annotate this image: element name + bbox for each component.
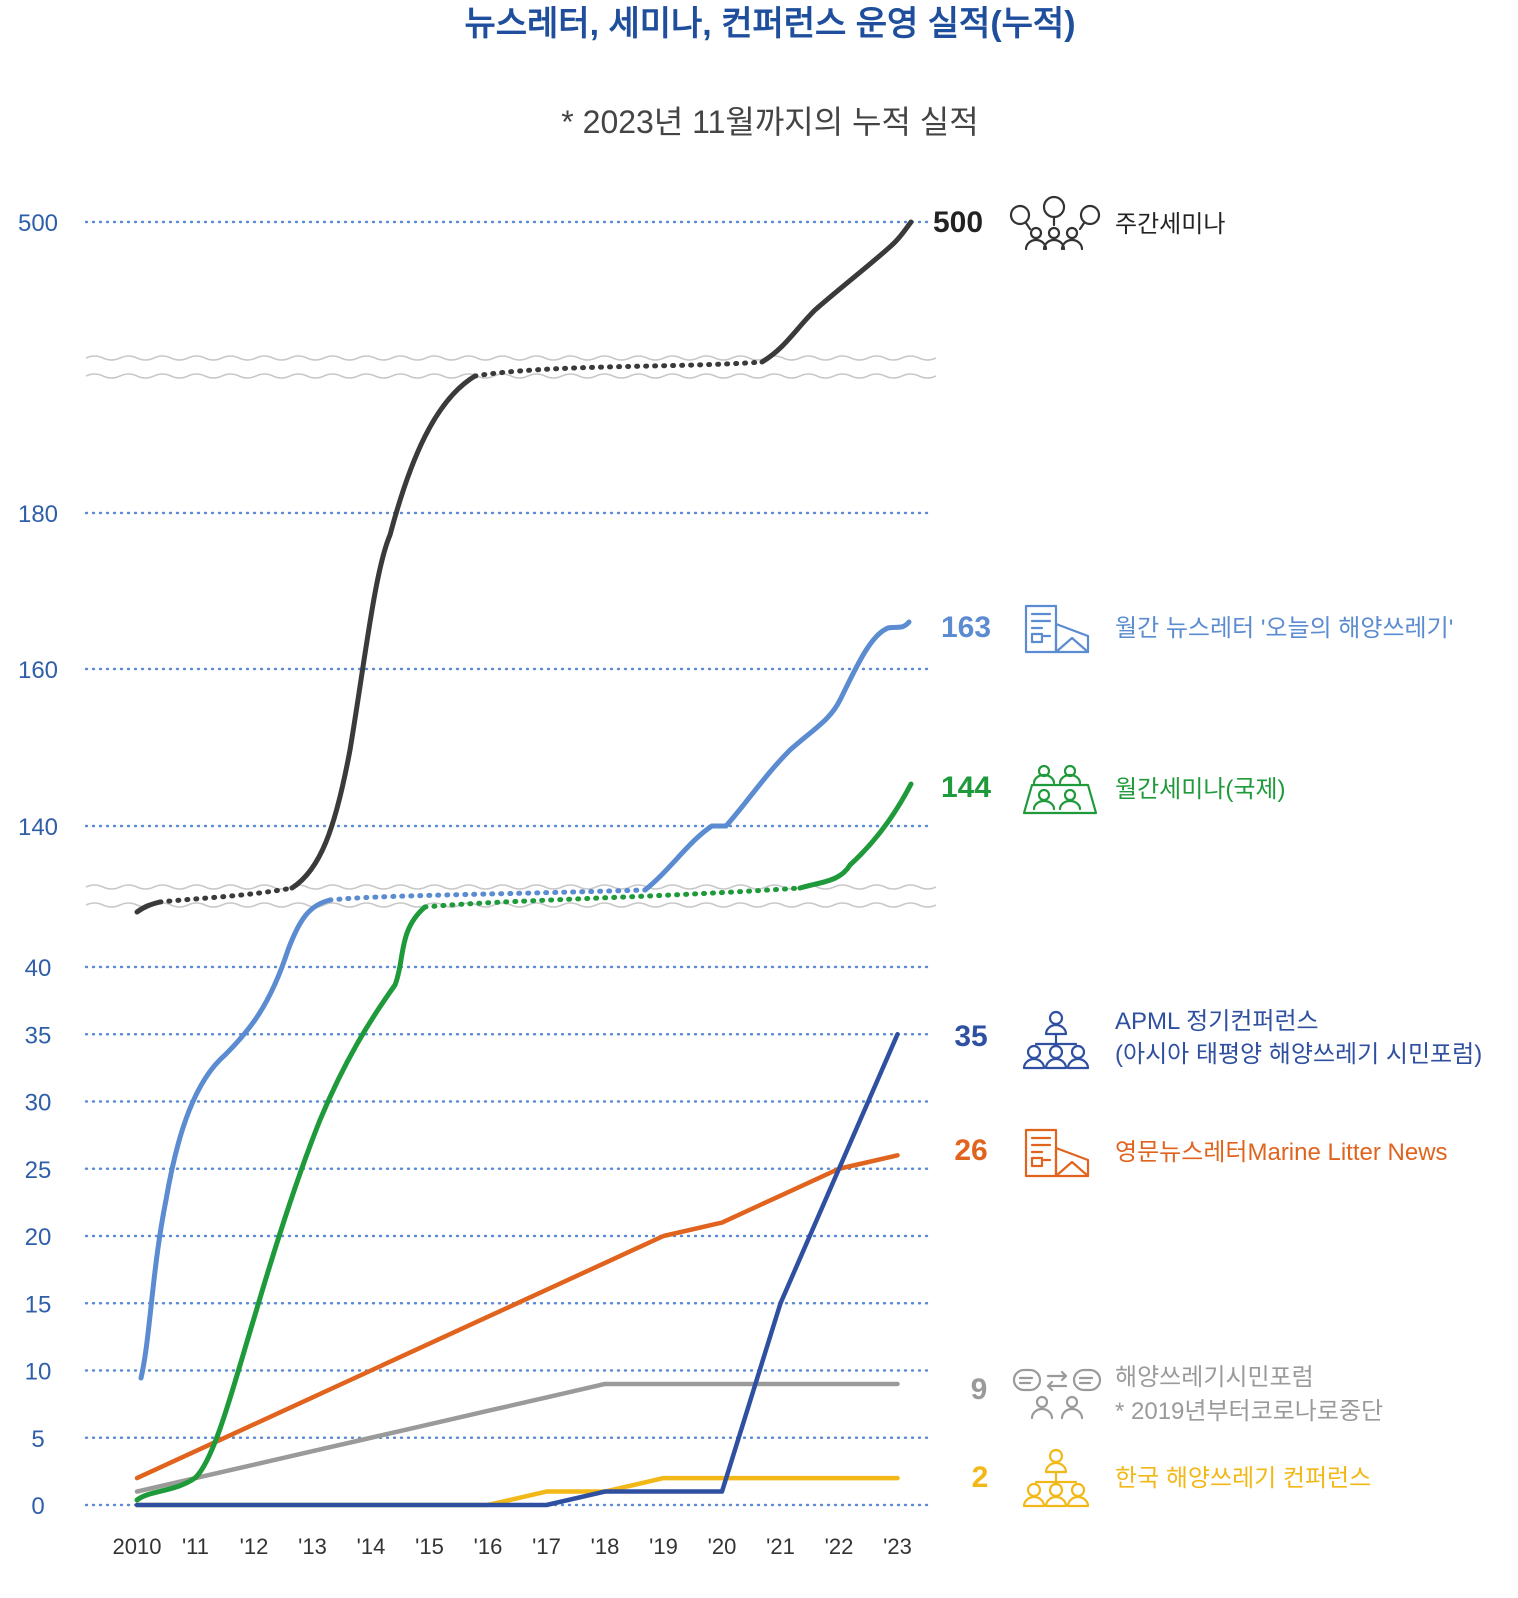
series-line-monthly_nl-end [642,619,912,893]
end-value-weekly: 500 [933,206,983,239]
chart-title: 뉴스레터, 세미나, 컨퍼런스 운영 실적(누적) [464,5,1075,43]
axis-break-wave [85,373,937,379]
x-tick-label: '22 [825,1534,854,1559]
legend-label-line2-citizen: * 2019년부터코로나로중단 [1115,1398,1383,1425]
end-value-monthly_nl: 163 [941,611,991,644]
series-line-apml [134,1032,900,1508]
legend-label-apml: APML 정기컨퍼런스 [1115,1008,1319,1035]
legend-label-weekly: 주간세미나 [1115,211,1225,238]
conference-icon-korea_conf [1022,1448,1090,1508]
end-value-citizen: 9 [971,1373,988,1406]
y-tick-label: 180 [18,501,58,528]
y-tick-label: 160 [18,657,58,684]
legend-label-monthly_nl: 월간 뉴스레터 '오늘의 해양쓰레기' [1115,615,1453,642]
grid-lines [84,220,930,1507]
series-line-weekly-rise [289,373,478,891]
axis-break-gap [86,358,926,376]
x-tick-label: '19 [649,1534,678,1559]
y-tick-label: 30 [25,1090,52,1117]
conference-icon-apml [1022,1010,1090,1070]
x-tick-label: '23 [883,1534,912,1559]
meeting-icon-monthly_sem [1022,764,1098,815]
axis-break-gap [86,887,926,905]
newsletter-icon-english_nl [1024,1128,1090,1178]
legend-icons [1009,195,1102,1508]
legend-label-citizen: 해양쓰레기시민포럼 [1115,1364,1314,1391]
series-line-weekly-break2 [472,359,765,379]
chart-subtitle: * 2023년 11월까지의 누적 실적 [561,104,978,140]
series-line-monthly_nl-start [138,897,333,1381]
end-value-apml: 35 [954,1020,987,1053]
forum-icon-citizen [1012,1368,1102,1420]
y-tick-label: 15 [25,1291,52,1318]
series-line-monthly_sem-end [797,781,914,891]
x-tick-label: '14 [357,1534,386,1559]
series-line-citizen [134,1381,900,1494]
x-tick-label: '12 [240,1534,269,1559]
y-tick-label: 140 [18,814,58,841]
y-tick-label: 500 [18,210,58,237]
end-value-monthly_sem: 144 [941,771,991,804]
series-line-weekly-break1 [157,885,295,905]
legend-label-line2-apml: (아시아 태평양 해양쓰레기 시민포럼) [1115,1041,1482,1068]
end-value-english_nl: 26 [954,1134,987,1167]
x-tick-label: '21 [766,1534,795,1559]
newsletter-icon-monthly_nl [1024,604,1090,654]
x-tick-label: '17 [532,1534,561,1559]
legend-label-korea_conf: 한국 해양쓰레기 컨퍼런스 [1115,1465,1371,1492]
series-line-monthly_sem-break [422,885,803,910]
x-tick-labels: 2010 '11 '12 '13 '14 '15 '16 '17 '18 '19 '20 '21 '22… [113,1534,912,1559]
x-tick-label: '13 [298,1534,327,1559]
y-tick-label: 20 [25,1224,52,1251]
end-value-labels: 500 163 144 35 26 9 2 [933,206,991,1494]
x-tick-label: 2010 [113,1534,162,1559]
y-tick-labels: 0 5 10 15 20 25 30 35 40 140 160 180 500 [18,210,58,1520]
y-tick-label: 5 [31,1426,44,1453]
y-tick-label: 25 [25,1157,52,1184]
series-line-english_nl [134,1153,900,1481]
x-tick-label: '18 [591,1534,620,1559]
y-tick-label: 40 [25,955,52,982]
series-line-weekly-end [759,219,914,365]
legend-label-english_nl: 영문뉴스레터Marine Litter News [1115,1139,1448,1166]
series-line-monthly_nl-break [327,887,648,903]
legend-label-monthly_sem: 월간세미나(국제) [1115,776,1286,803]
series-lines [134,219,914,1508]
axis-break-wave [85,355,937,361]
y-tick-label: 0 [31,1493,44,1520]
axis-break-wave [85,902,937,908]
axis-breaks [85,355,937,908]
x-tick-label: '15 [415,1534,444,1559]
x-tick-label: '16 [474,1534,503,1559]
y-tick-label: 35 [25,1022,52,1049]
series-line-korea_conf [134,1475,900,1508]
seminar-icon-weekly [1009,195,1101,251]
x-tick-label: '11 [182,1534,209,1559]
x-tick-label: '20 [708,1534,737,1559]
series-line-monthly_sem-start [134,904,428,1503]
y-tick-label: 10 [25,1359,52,1386]
end-value-korea_conf: 2 [972,1461,989,1494]
